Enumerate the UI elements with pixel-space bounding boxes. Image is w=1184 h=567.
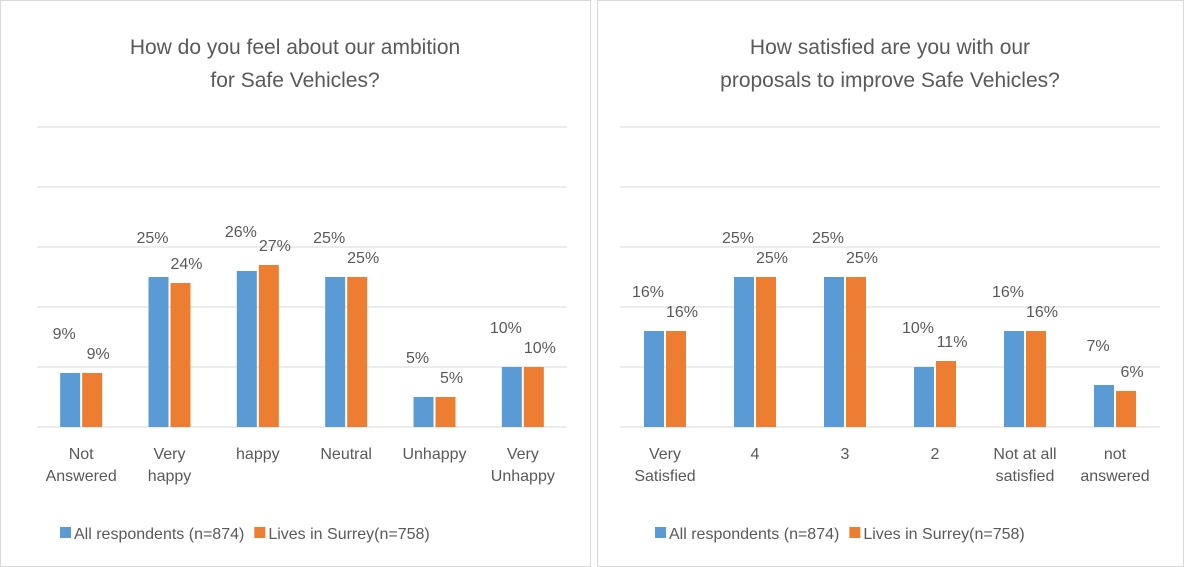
legend-label: Lives in Surrey(n=758) [268,526,429,543]
legend-label: All respondents (n=874) [74,526,244,543]
bar [824,277,844,427]
bar [734,277,754,427]
data-label: 25% [722,230,754,247]
bar [501,367,522,427]
data-label: 25% [136,230,168,247]
bar [1004,331,1024,427]
legend-label: All respondents (n=874) [669,526,839,543]
data-label: 24% [170,256,202,273]
data-label: 5% [440,370,463,387]
bar [756,277,776,427]
x-tick-label: 2 [931,446,940,463]
x-tick-label: 3 [841,446,850,463]
bar [1116,391,1136,427]
x-tick-label: Not Answered [46,446,117,485]
bar [666,331,686,427]
data-label: 27% [259,238,291,255]
x-tick-label: Unhappy [402,446,466,463]
data-label: 11% [937,334,968,351]
bar [846,277,866,427]
data-label: 9% [87,346,110,363]
bar [82,373,103,427]
bar [413,397,434,427]
legend-swatch [655,527,666,538]
data-label: 16% [1026,304,1058,321]
data-label: 16% [992,284,1024,301]
bar [1094,385,1114,427]
legend-swatch [254,527,266,538]
x-tick-label: Neutral [320,446,372,463]
bar [523,367,544,427]
x-tick-label: Very happy [148,446,192,485]
legend-swatch [60,527,71,538]
x-tick-label: Not at all satisfied [993,446,1056,485]
bar [60,373,81,427]
data-label: 9% [53,326,76,343]
data-label: 16% [632,284,664,301]
legend-swatch [849,527,861,538]
data-label: 25% [756,250,788,267]
bar [435,397,456,427]
bar [148,277,169,427]
legend-label: Lives in Surrey(n=758) [863,526,1024,543]
data-label: 10% [524,340,556,357]
chart-title: How satisfied are you with our proposals … [720,36,1060,92]
data-label: 25% [313,230,345,247]
bar [170,283,191,427]
bar [914,367,934,427]
x-tick-label: not answered [1080,446,1149,485]
data-label: 5% [406,350,429,367]
data-label: 7% [1086,338,1109,355]
bar [936,361,956,427]
data-label: 25% [347,250,379,267]
data-label: 6% [1120,364,1143,381]
x-tick-label: happy [236,446,280,463]
x-tick-label: 4 [751,446,760,463]
x-tick-label: Very Satisfied [634,446,695,485]
bar [258,265,279,427]
data-label: 26% [225,224,257,241]
bar [347,277,368,427]
data-label: 25% [812,230,844,247]
bar [644,331,664,427]
data-label: 25% [846,250,878,267]
data-label: 10% [490,320,522,337]
bar [1026,331,1046,427]
data-label: 16% [666,304,698,321]
panel [0,0,591,567]
x-tick-label: Very Unhappy [491,446,555,485]
bar [236,271,257,427]
chart-title: How do you feel about our ambition for Sa… [130,36,460,92]
data-label: 10% [902,320,934,337]
panel [597,0,1184,567]
bar [325,277,346,427]
